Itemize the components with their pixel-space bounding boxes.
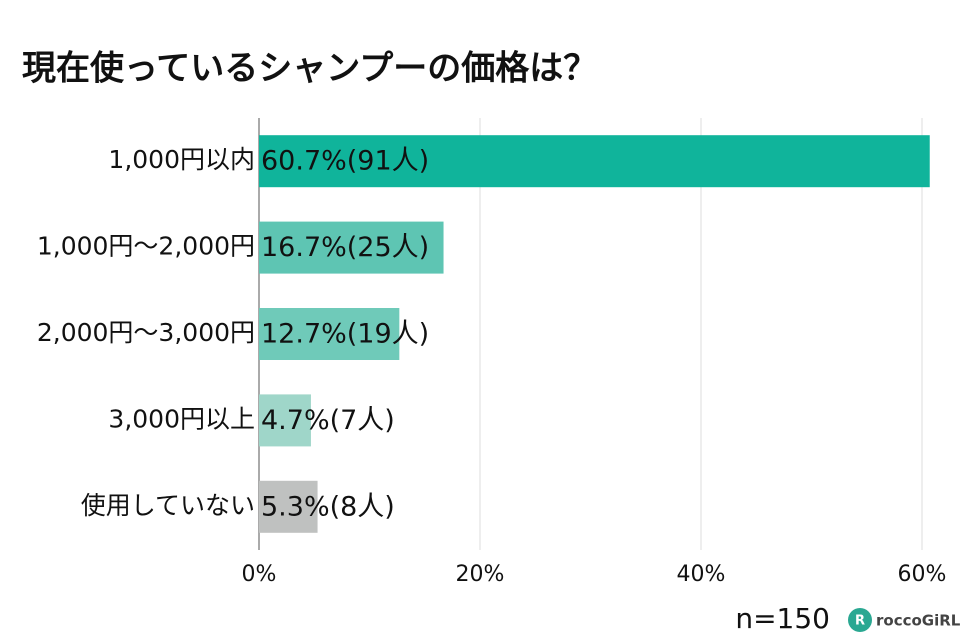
bar xyxy=(259,135,930,188)
y-tick-label: 3,000円以上 xyxy=(108,404,255,433)
value-label: 4.7%(7人) xyxy=(261,405,395,436)
value-label: 12.7%(19人) xyxy=(261,319,429,350)
y-tick-label: 1,000円以内 xyxy=(108,145,255,174)
x-tick-label: 40% xyxy=(677,562,726,587)
x-tick-label: 0% xyxy=(242,562,277,587)
chart-title: 現在使っているシャンプーの価格は？ xyxy=(22,49,597,89)
bar xyxy=(259,308,400,360)
y-tick-label: 2,000円～3,000円 xyxy=(37,318,255,347)
value-label: 5.3%(8人) xyxy=(261,491,395,522)
bar xyxy=(259,480,318,533)
logo-icon xyxy=(848,608,872,632)
y-tick-label: 使用していない xyxy=(81,491,255,520)
logo-text: roccoGiRL xyxy=(876,612,960,630)
x-tick-label: 20% xyxy=(456,562,505,587)
bar xyxy=(259,221,444,274)
bar xyxy=(259,394,311,447)
y-tick-label: 1,000円～2,000円 xyxy=(37,232,255,261)
sample-size: n=150 xyxy=(735,602,830,635)
value-label: 16.7%(25人) xyxy=(261,232,429,263)
logo-icon-letter: R xyxy=(855,614,865,629)
x-tick-label: 60% xyxy=(898,562,947,587)
value-label: 60.7%(91人) xyxy=(261,146,429,177)
